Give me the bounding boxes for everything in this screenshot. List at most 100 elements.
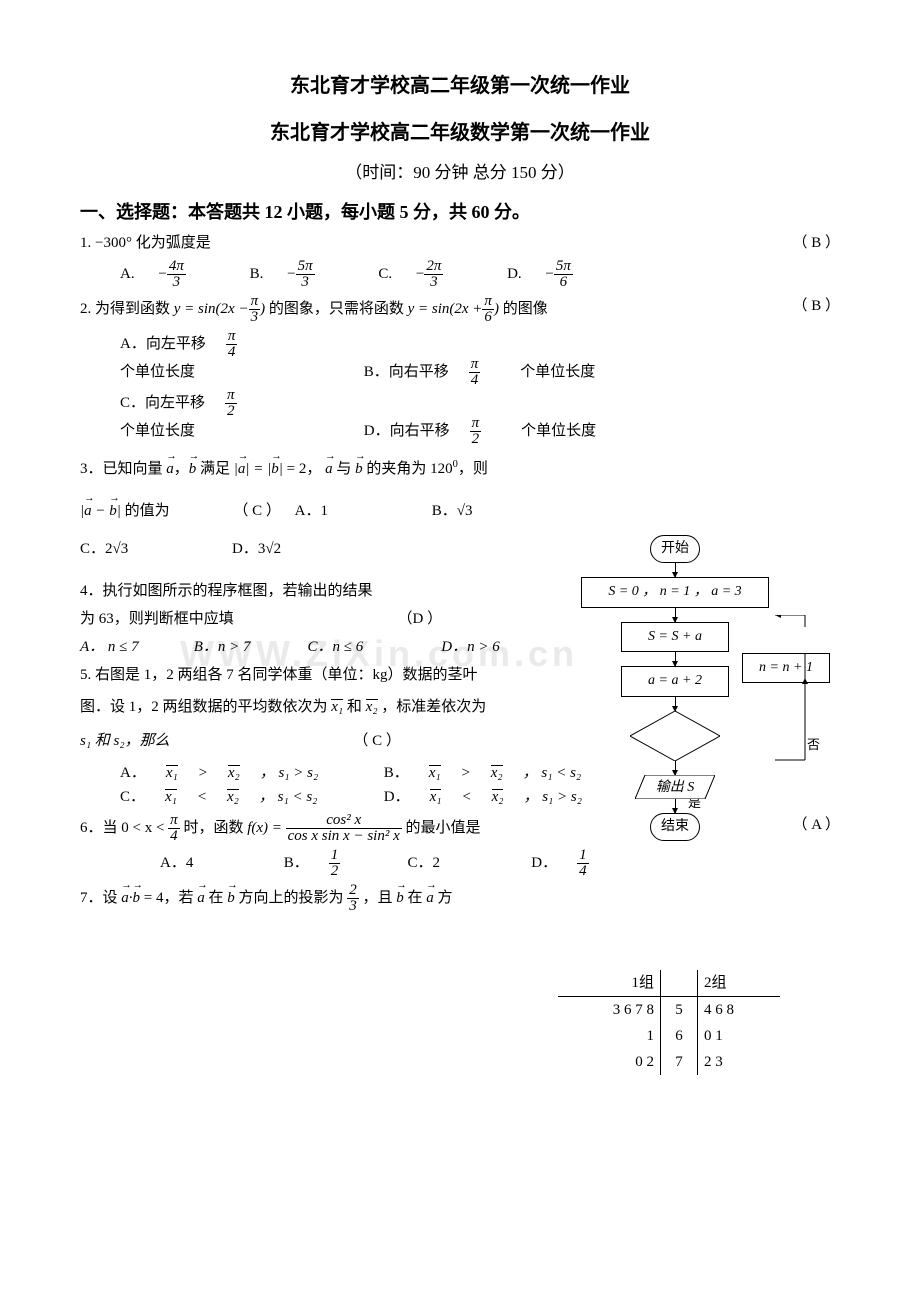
q6-frac-num: cos² x bbox=[286, 813, 402, 829]
q2-a-pre: A．向左平移 bbox=[120, 332, 206, 356]
q2-d-post: 个单位长度 bbox=[521, 419, 596, 443]
q7-in2: 在 bbox=[404, 890, 427, 906]
stemleaf-r0-stem: 5 bbox=[661, 997, 698, 1024]
page-header-1: 东北育才学校高二年级第一次统一作业 bbox=[80, 70, 840, 102]
q2-a-den: 4 bbox=[226, 345, 238, 360]
flowchart-step1-text: S = S + a bbox=[648, 629, 702, 644]
q2-opt-b: B．向右平移π4个单位长度 bbox=[364, 357, 616, 388]
q3-opt-c: C．2√3 bbox=[80, 541, 128, 557]
q7-vb3: b bbox=[396, 886, 404, 910]
q2-f1-num: π bbox=[249, 294, 261, 310]
stemleaf-row-0: 3 6 7 8 5 4 6 8 bbox=[558, 997, 780, 1024]
stemleaf-r2-stem: 7 bbox=[661, 1049, 698, 1075]
q2-d-pre: D．向右平移 bbox=[364, 419, 450, 443]
q3-opt-b: B．√3 bbox=[432, 503, 473, 519]
q3-opt-d: D．3√2 bbox=[232, 541, 281, 557]
flowchart-arrow-3 bbox=[675, 652, 676, 666]
q5-a-gt: > bbox=[198, 761, 208, 785]
flowchart-output-text: 输出 S bbox=[635, 777, 715, 799]
q5-l1a: 5. 右图是 1，2 两组各 7 名同学体重（单位：kg）数据的茎叶 bbox=[80, 667, 478, 683]
stem-leaf-plot: 1组 2组 3 6 7 8 5 4 6 8 1 6 0 1 0 2 7 2 3 bbox=[558, 970, 780, 1075]
q6-stem-c: 的最小值是 bbox=[406, 820, 481, 836]
q1-d-label: D. bbox=[507, 262, 522, 286]
q3-stem-b: 满足 bbox=[200, 461, 234, 477]
q5-opt-a: A．x₁ > x₂ ， s₁ > s₂ bbox=[120, 761, 360, 785]
flowchart-step1: S = S + a bbox=[621, 622, 729, 652]
q3-mag-b: b bbox=[271, 457, 279, 481]
q5-x2: x₂ bbox=[366, 699, 378, 715]
q7-stem-b: = 4，若 bbox=[144, 890, 197, 906]
q3-vec-a: a bbox=[166, 457, 174, 481]
q3-stem-d: ，则 bbox=[458, 461, 488, 477]
q6-opt-a: A．4 bbox=[160, 851, 260, 875]
q3-line2-a: 的值为 bbox=[121, 503, 170, 519]
q7-in1: 在 bbox=[205, 890, 228, 906]
q1-options: A. −4π3 B. −5π3 C. −2π3 D. −5π6 bbox=[80, 259, 840, 290]
q3-mag: |a| = |b| bbox=[234, 461, 283, 477]
flowchart-end: 结束 bbox=[650, 813, 700, 841]
q6-fx: f(x) = bbox=[247, 820, 285, 836]
q2-c-pre: C．向左平移 bbox=[120, 391, 205, 415]
q5-l2b: 和 bbox=[347, 699, 366, 715]
q5-a-x2: x₂ bbox=[228, 765, 240, 781]
stemleaf-r1-right: 0 1 bbox=[698, 1023, 781, 1049]
question-5-line2: 图．设 1，2 两组数据的平均数依次为 x₁ 和 x₂ ，标准差依次为 bbox=[80, 695, 620, 719]
flowchart-step2: a = a + 2 bbox=[621, 666, 729, 696]
question-5-line1: 5. 右图是 1，2 两组各 7 名同学体重（单位：kg）数据的茎叶 bbox=[80, 663, 620, 687]
q2-f1-lhs: y = sin(2x − bbox=[174, 301, 249, 317]
flowchart-step2-text: a = a + 2 bbox=[648, 673, 702, 688]
q3-vec-a2: a bbox=[325, 457, 333, 481]
flowchart-arrow-2 bbox=[675, 608, 676, 622]
q5-c-x2: x₂ bbox=[227, 789, 239, 805]
flowchart-arrow-4 bbox=[675, 697, 676, 711]
q4-opt-a: A． n ≤ 7 bbox=[80, 635, 190, 659]
q7-stem-d: ，且 bbox=[363, 890, 397, 906]
q3-stem-a: 3．已知向量 bbox=[80, 461, 166, 477]
question-2: 2. 为得到函数 y = sin(2x −π3) 的图象，只需将函数 y = s… bbox=[80, 294, 840, 325]
q2-c-post: 个单位长度 bbox=[120, 419, 195, 443]
q5-b-pre: B． bbox=[384, 761, 409, 785]
q6-opt-b: B．12 bbox=[284, 848, 384, 879]
question-4-line1: 4．执行如图所示的程序框图，若输出的结果 bbox=[80, 579, 620, 603]
stemleaf-r2-left: 0 2 bbox=[558, 1049, 661, 1075]
q2-f2-num: π bbox=[482, 294, 494, 310]
q1-d-den: 6 bbox=[554, 275, 573, 290]
q1-c-num: 2π bbox=[424, 259, 443, 275]
stemleaf-r2-right: 2 3 bbox=[698, 1049, 781, 1075]
q1-a-num: 4π bbox=[167, 259, 186, 275]
q2-opt-a: A．向左平移π4个单位长度 bbox=[120, 329, 340, 384]
q5-b-x1: x₁ bbox=[429, 765, 441, 781]
stemleaf-r0-right: 4 6 8 bbox=[698, 997, 781, 1024]
flowchart-decision bbox=[630, 711, 720, 761]
q6-stem-b: 时，函数 bbox=[183, 820, 247, 836]
q6-stem-a: 6．当 0 < x < bbox=[80, 820, 168, 836]
q7-23-den: 3 bbox=[347, 899, 359, 914]
q6-pi-num: π bbox=[168, 813, 180, 829]
question-7: 7．设 a·b = 4，若 a 在 b 方向上的投影为 23 ，且 b 在 a … bbox=[80, 883, 840, 914]
q5-c-mid: ， s₁ < s₂ bbox=[259, 785, 317, 809]
q5-d-lt: < bbox=[461, 785, 471, 809]
q5-a-mid: ， s₁ > s₂ bbox=[260, 761, 318, 785]
q2-stem-b: 的图象，只需将函数 bbox=[269, 301, 408, 317]
q3-comma: ， bbox=[174, 461, 189, 477]
q7-stem-e: 方 bbox=[438, 890, 453, 906]
section-1-title: 一、选择题：本答题共 12 小题，每小题 5 分，共 60 分。 bbox=[80, 198, 840, 227]
q2-f2-rhs: ) bbox=[494, 301, 499, 317]
q2-b-post: 个单位长度 bbox=[520, 360, 595, 384]
q2-options-row2: C．向左平移π2个单位长度 D．向右平移π2个单位长度 bbox=[80, 388, 840, 447]
q5-c-lt: < bbox=[197, 785, 207, 809]
q3-vec-b2: b bbox=[355, 457, 363, 481]
flowchart-arrow-6 bbox=[675, 799, 676, 813]
q5-opt-c: C．x₁ < x₂ ， s₁ < s₂ bbox=[120, 785, 360, 809]
q1-d-num: 5π bbox=[554, 259, 573, 275]
stemleaf-r1-left: 1 bbox=[558, 1023, 661, 1049]
q5-a-x1: x₁ bbox=[166, 765, 178, 781]
q3-opt-a: A．1 bbox=[295, 503, 328, 519]
q3-mag-eq: = 2， bbox=[283, 461, 321, 477]
q1-opt-d: D. −5π6 bbox=[507, 259, 613, 290]
q6-frac-den: cos x sin x − sin² x bbox=[286, 829, 402, 844]
q5-l3a: s₁ 和 s₂，那么 bbox=[80, 733, 170, 749]
q2-b-pre: B．向右平移 bbox=[364, 360, 449, 384]
q4-opt-b: B．n > 7 bbox=[194, 635, 304, 659]
q2-stem-c: 的图像 bbox=[503, 301, 548, 317]
